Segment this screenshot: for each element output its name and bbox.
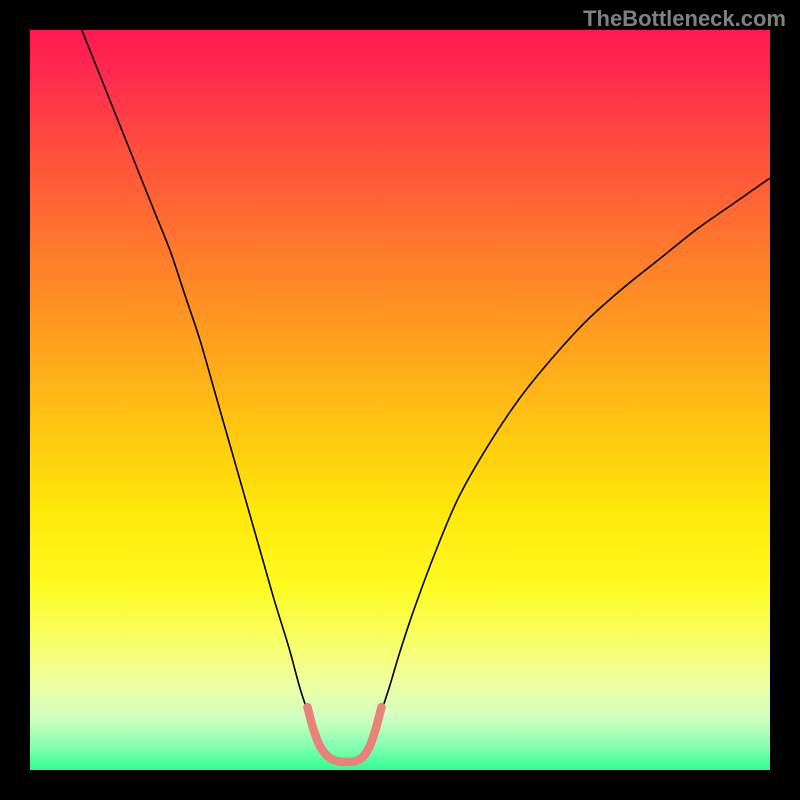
curve-left	[82, 30, 311, 722]
chart-plot-area	[30, 30, 770, 770]
valley-highlight	[308, 707, 382, 762]
chart-curves-layer	[30, 30, 770, 770]
watermark-text: TheBottleneck.com	[583, 6, 786, 32]
curve-right	[378, 178, 770, 722]
